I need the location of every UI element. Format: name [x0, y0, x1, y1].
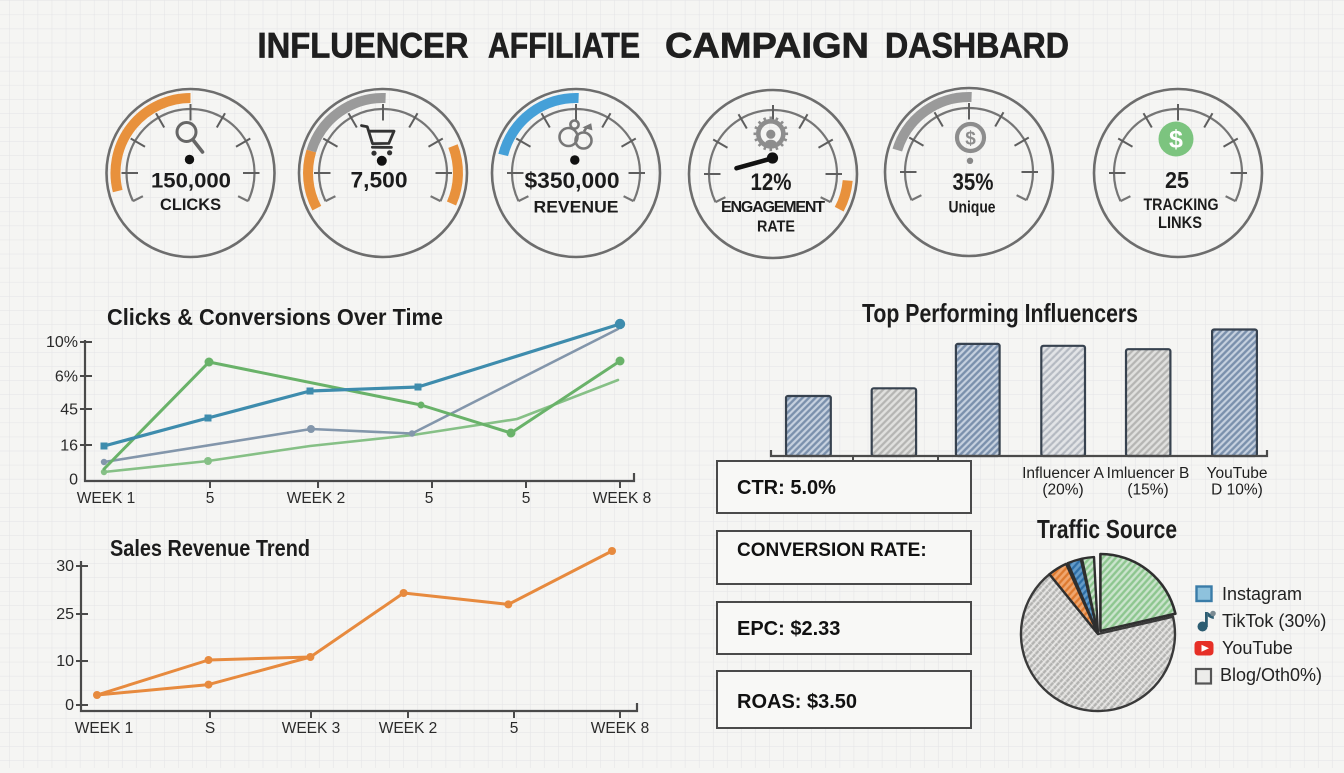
svg-text:0: 0	[65, 697, 74, 714]
svg-text:(15%): (15%)	[1127, 482, 1168, 499]
svg-text:45: 45	[60, 402, 78, 419]
svg-text:Sales Revenue Trend: Sales Revenue Trend	[110, 535, 310, 561]
svg-text:WEEK 1: WEEK 1	[75, 720, 134, 737]
svg-text:CTR: 5.0%: CTR: 5.0%	[737, 477, 836, 499]
svg-text:S: S	[205, 720, 215, 737]
svg-text:Influencer A: Influencer A	[1022, 465, 1105, 482]
svg-text:25: 25	[56, 606, 74, 623]
svg-text:WEEK 8: WEEK 8	[593, 490, 652, 507]
svg-text:Traffic Source: Traffic Source	[1037, 514, 1177, 544]
svg-text:10%: 10%	[46, 334, 78, 351]
svg-text:5: 5	[425, 490, 434, 507]
svg-text:YouTube: YouTube	[1207, 465, 1268, 482]
svg-text:25: 25	[1165, 167, 1189, 193]
svg-text:7,500: 7,500	[351, 168, 408, 193]
svg-text:CONVERSION RATE:: CONVERSION RATE:	[737, 540, 927, 561]
svg-text:WEEK 1: WEEK 1	[77, 490, 136, 507]
svg-text:$: $	[1169, 126, 1183, 154]
svg-text:DASHBARD: DASHBARD	[885, 27, 1069, 66]
svg-text:12%: 12%	[751, 169, 792, 196]
svg-text:ENGAGEMENT: ENGAGEMENT	[721, 199, 825, 216]
svg-text:(20%): (20%)	[1042, 482, 1083, 499]
svg-text:CAMPAIGN: CAMPAIGN	[665, 27, 869, 66]
svg-text:30: 30	[56, 558, 74, 575]
svg-text:150,000: 150,000	[151, 170, 231, 193]
svg-text:Instagram: Instagram	[1222, 584, 1302, 604]
svg-text:16: 16	[60, 438, 78, 455]
svg-text:ROAS: $3.50: ROAS: $3.50	[737, 691, 857, 713]
svg-text:5: 5	[522, 490, 531, 507]
svg-text:$: $	[965, 129, 976, 150]
svg-text:YouTube: YouTube	[1222, 638, 1293, 658]
svg-text:Clicks & Conversions Over Time: Clicks & Conversions Over Time	[107, 304, 443, 330]
svg-text:TikTok (30%): TikTok (30%)	[1222, 611, 1326, 631]
svg-text:Blog/Oth0%): Blog/Oth0%)	[1220, 665, 1322, 685]
svg-text:35%: 35%	[953, 169, 994, 196]
svg-text:EPC: $2.33: EPC: $2.33	[737, 618, 840, 640]
svg-text:TRACKING: TRACKING	[1144, 195, 1219, 214]
svg-text:LINKS: LINKS	[1158, 213, 1202, 232]
svg-text:5: 5	[510, 720, 519, 737]
svg-text:$350,000: $350,000	[525, 168, 620, 193]
svg-text:0: 0	[69, 472, 78, 489]
svg-text:RATE: RATE	[757, 219, 795, 236]
svg-text:10: 10	[56, 653, 74, 670]
svg-text:D 10%): D 10%)	[1211, 482, 1263, 499]
svg-text:5: 5	[206, 490, 215, 507]
svg-text:Top Performing Influencers: Top Performing Influencers	[862, 298, 1138, 328]
svg-text:Unique: Unique	[949, 198, 996, 217]
svg-text:Imluencer B: Imluencer B	[1107, 465, 1190, 482]
svg-text:6%: 6%	[55, 369, 78, 386]
svg-text:WEEK 8: WEEK 8	[591, 720, 650, 737]
svg-text:REVENUE: REVENUE	[534, 198, 619, 217]
svg-text:WEEK 2: WEEK 2	[379, 720, 438, 737]
svg-text:WEEK 3: WEEK 3	[282, 720, 341, 737]
svg-text:AFFILIATE: AFFILIATE	[488, 27, 640, 66]
svg-text:INFLUENCER: INFLUENCER	[258, 27, 469, 66]
svg-text:CLICKS: CLICKS	[160, 196, 221, 214]
svg-text:WEEK 2: WEEK 2	[287, 490, 346, 507]
